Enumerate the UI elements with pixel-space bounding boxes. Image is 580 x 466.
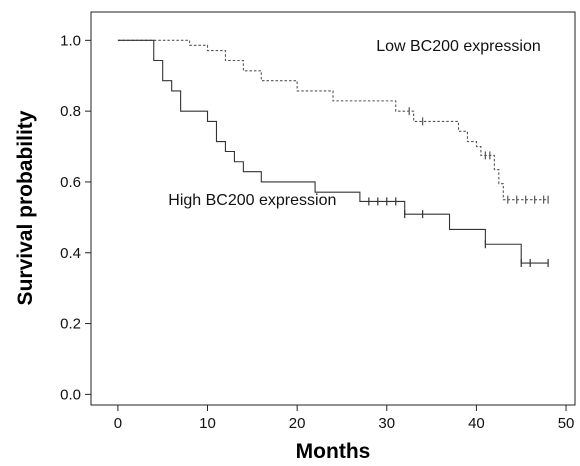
plot-frame	[90, 11, 576, 406]
y-axis-title: Survival probability	[14, 110, 37, 305]
y-tick-label: 0.4	[60, 245, 81, 262]
low-expression-curve	[117, 39, 549, 201]
x-tick-label: 20	[289, 415, 306, 432]
x-tick-label: 40	[468, 415, 485, 432]
x-tick-label: 50	[558, 415, 575, 432]
annotation-layer: Low BC200 expression High BC200 expressio…	[168, 38, 540, 209]
y-tick-label: 0.0	[60, 386, 81, 403]
x-tick-label: 10	[199, 415, 216, 432]
series-annotation: High BC200 expression	[168, 192, 336, 209]
x-axis-title: Months	[296, 440, 371, 463]
axes-layer: 0 10 20 30 40 50 0.0 0.2 0.4 0.6 0.8 1.0	[60, 32, 574, 432]
y-tick-label: 0.6	[60, 174, 81, 191]
y-tick-label: 0.2	[60, 316, 81, 333]
series-layer	[117, 39, 549, 268]
high-expression-curve	[117, 39, 549, 264]
x-tick-label: 0	[114, 415, 122, 432]
y-tick-label: 1.0	[60, 32, 81, 49]
y-tick-label: 0.8	[60, 103, 81, 120]
series-annotation: Low BC200 expression	[376, 38, 541, 55]
x-tick-label: 30	[378, 415, 395, 432]
